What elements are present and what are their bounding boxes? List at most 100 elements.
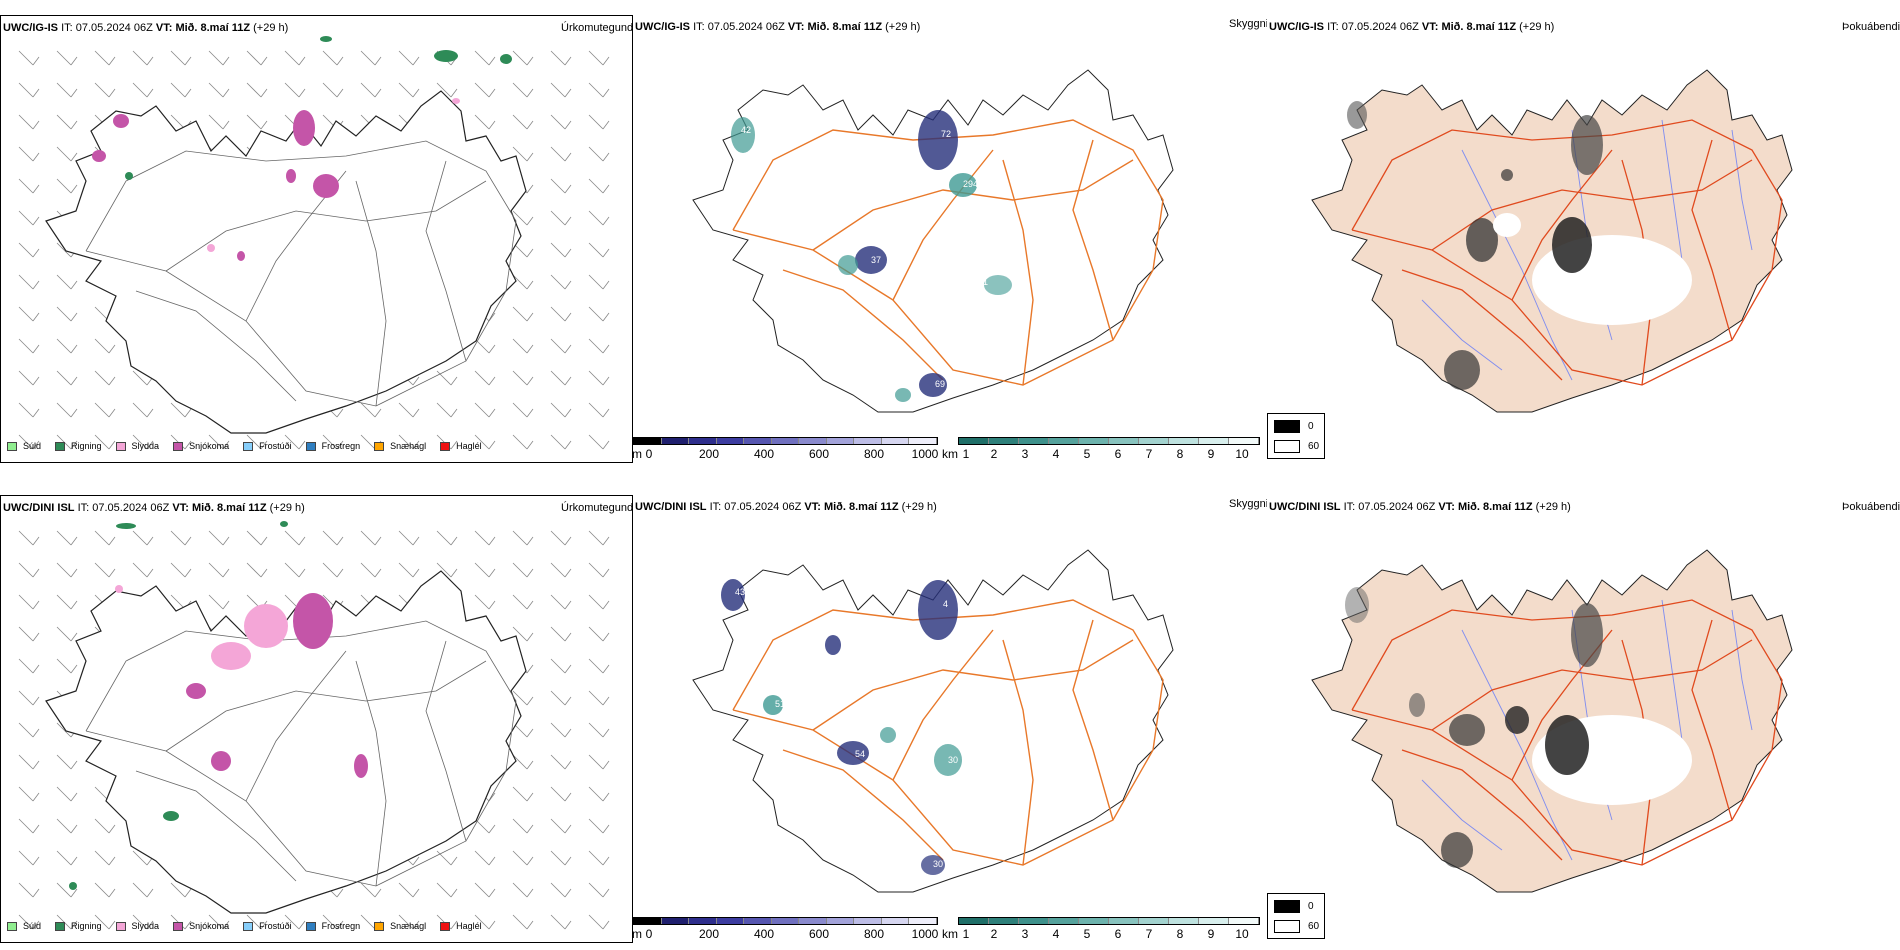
wind-barb [360, 530, 382, 546]
wind-barb [550, 178, 572, 194]
iceland-outline [45, 570, 527, 914]
panel-title: UWC/DINI ISL IT: 07.05.2024 06Z VT: Mið.… [635, 501, 937, 513]
panel-variable-label: Úrkomutegund [561, 22, 633, 34]
wind-barb [588, 50, 610, 66]
wind-barb [56, 530, 78, 546]
panel-title: UWC/IG-IS IT: 07.05.2024 06Z VT: Mið. 8.… [1269, 21, 1555, 33]
wind-barb [550, 274, 572, 290]
legend-swatch [374, 441, 385, 451]
wind-barb [18, 562, 40, 578]
road-line [425, 640, 467, 842]
river-line [1661, 119, 1683, 261]
legend-item: Slydda [115, 441, 159, 451]
legend-item: Snæhagl [374, 441, 426, 451]
legend-item: Snæhagl [374, 921, 426, 931]
road-line [135, 290, 297, 402]
wind-barb [208, 114, 230, 130]
legend-swatch [115, 921, 126, 931]
wind-barb [94, 562, 116, 578]
cloud-base-colorbar [633, 917, 938, 925]
iceland-outline [45, 90, 527, 434]
legend-item: Súld [7, 441, 41, 451]
wind-barb [56, 306, 78, 322]
panel-title: UWC/IG-IS IT: 07.05.2024 06Z VT: Mið. 8.… [635, 21, 921, 33]
wind-barb [550, 722, 572, 738]
wind-barb [512, 402, 534, 418]
wind-barb [550, 754, 572, 770]
wind-barb [474, 402, 496, 418]
wind-barb [284, 82, 306, 98]
wind-barb [246, 914, 268, 930]
wind-barb [588, 146, 610, 162]
wind-barb [550, 850, 572, 866]
wind-barb [360, 882, 382, 898]
cloud-base-panel-top: UWC/IG-IS IT: 07.05.2024 06Z VT: Mið. 8.… [633, 15, 1267, 463]
road-line [85, 620, 517, 887]
cloud-base-value: 54 [855, 749, 865, 759]
wind-barb [360, 82, 382, 98]
wind-barb [18, 114, 40, 130]
legend-swatch [440, 441, 451, 451]
wind-barb [550, 146, 572, 162]
cloud-base-value: 1 [983, 277, 988, 287]
road-line [165, 660, 487, 752]
wind-barb [398, 882, 420, 898]
cloud-base-value: 294 [963, 179, 978, 189]
wind-barb [512, 146, 534, 162]
wind-barb [132, 82, 154, 98]
road-line [1351, 119, 1783, 386]
road-line [812, 639, 1134, 731]
wind-barb [18, 338, 40, 354]
wind-barb [512, 850, 534, 866]
wind-barb [322, 82, 344, 98]
wind-barb [550, 242, 572, 258]
fog-swatch-white [1274, 440, 1300, 453]
wind-barb [588, 594, 610, 610]
road-network [1351, 599, 1783, 866]
wind-barb [56, 594, 78, 610]
wind-barb [512, 82, 534, 98]
wind-barb [550, 210, 572, 226]
wind-barb [588, 178, 610, 194]
road-line [355, 180, 387, 407]
wind-barb [56, 658, 78, 674]
road-line [892, 629, 994, 781]
wind-barb [94, 82, 116, 98]
wind-barb [550, 658, 572, 674]
wind-barb [94, 818, 116, 834]
road-line [1691, 619, 1733, 821]
legend-label: Snæhagl [390, 921, 427, 931]
wind-barb [18, 658, 40, 674]
legend-item: Haglél [440, 441, 482, 451]
wind-barb [56, 562, 78, 578]
panel-title: UWC/DINI ISL IT: 07.05.2024 06Z VT: Mið.… [1269, 501, 1571, 513]
wind-barb [512, 530, 534, 546]
legend-swatch [7, 921, 17, 931]
legend-swatch [55, 921, 66, 931]
wind-barb [512, 210, 534, 226]
legend-item: Frostúði [243, 441, 292, 451]
wind-barb [246, 434, 268, 450]
wind-barb [18, 754, 40, 770]
legend-item: Frostúði [243, 921, 292, 931]
wind-barb [588, 786, 610, 802]
wind-barb [360, 562, 382, 578]
wind-barb [512, 306, 534, 322]
wind-barb [56, 370, 78, 386]
river-line [1421, 779, 1503, 851]
road-line [892, 149, 994, 301]
wind-barb [94, 402, 116, 418]
cloud-base-value: 30 [933, 859, 943, 869]
wind-barb [132, 562, 154, 578]
road-line [425, 160, 467, 362]
wind-barb [18, 914, 40, 930]
panel-variable-label: Þokuábendi [1842, 21, 1900, 33]
wind-barb [550, 914, 572, 930]
wind-barb [588, 274, 610, 290]
wind-barb [550, 594, 572, 610]
visibility-colorbar [958, 437, 1260, 445]
wind-barb [474, 434, 496, 450]
wind-barb [132, 530, 154, 546]
fog-map [1311, 549, 1793, 893]
wind-barb [588, 818, 610, 834]
